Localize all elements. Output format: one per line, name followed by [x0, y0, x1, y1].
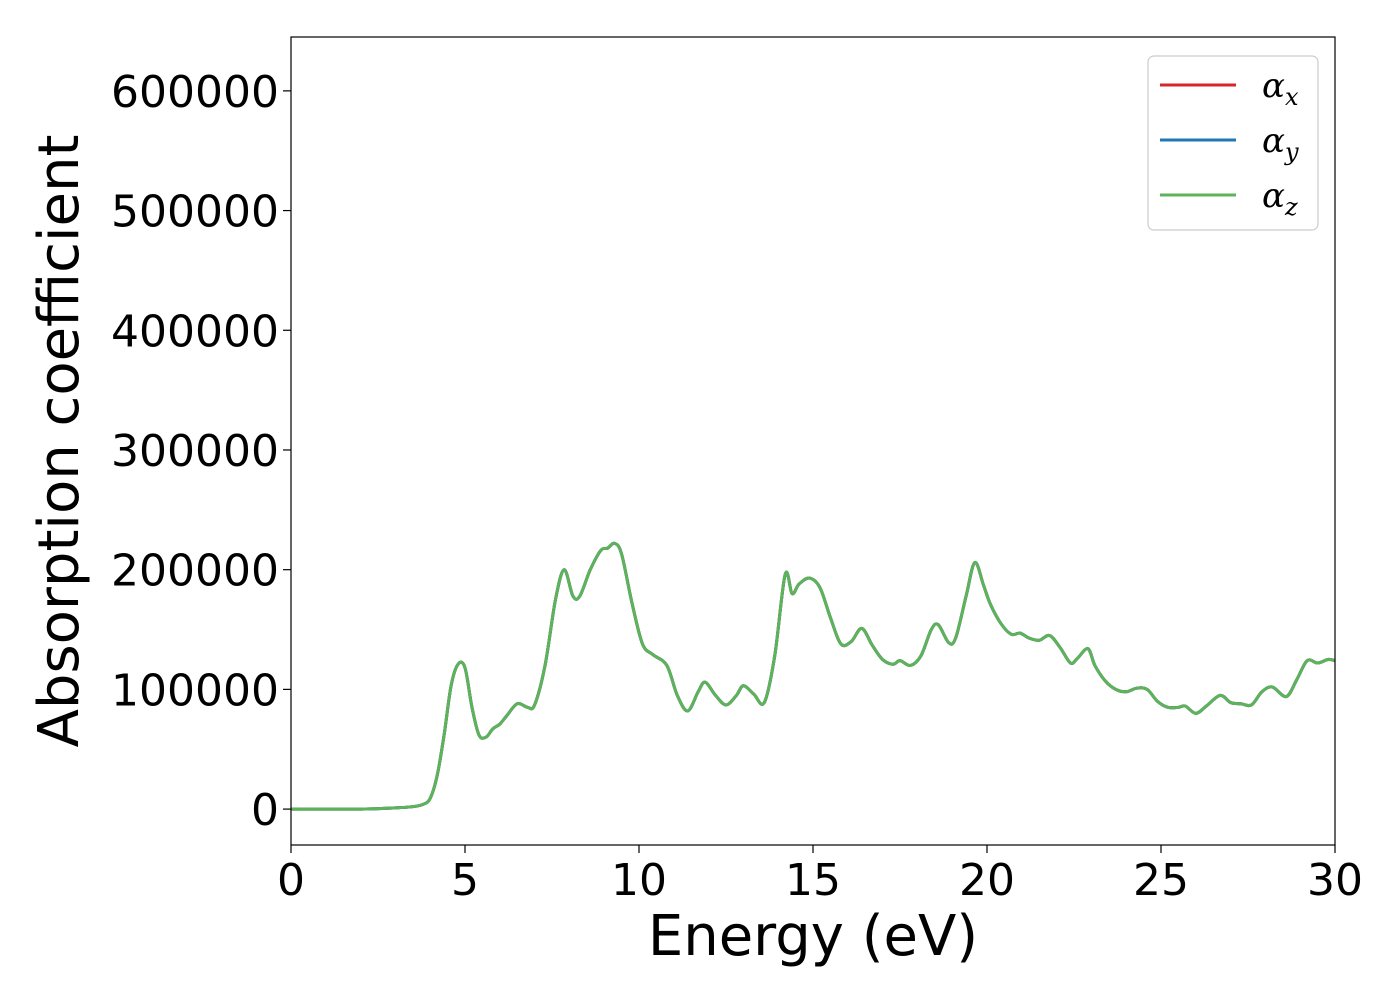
x-tick-label: 30 — [1307, 855, 1363, 906]
x-tick-label: 20 — [959, 855, 1015, 906]
y-tick-label: 100000 — [111, 665, 279, 716]
x-axis-ticks: 0 5 10 15 20 25 30 — [277, 845, 1363, 906]
y-tick-label: 300000 — [111, 426, 279, 477]
y-tick-label: 200000 — [111, 546, 279, 597]
series-line-alpha-z — [290, 541, 1336, 811]
x-tick-label: 10 — [611, 855, 667, 906]
x-tick-label: 15 — [785, 855, 841, 906]
legend-box — [1147, 55, 1319, 231]
legend: αx αy αz — [1147, 55, 1319, 231]
x-tick-label: 25 — [1133, 855, 1189, 906]
y-tick-label: 0 — [251, 785, 279, 836]
legend-entry-alpha-z: αz — [1262, 176, 1298, 221]
x-tick-label: 0 — [277, 855, 305, 906]
y-axis-label: Absorption coefficient — [27, 135, 92, 748]
y-tick-label: 400000 — [111, 306, 279, 357]
y-axis-ticks: 0 100000 200000 300000 400000 500000 600000 — [111, 67, 291, 836]
y-tick-label: 500000 — [111, 187, 279, 238]
legend-entry-alpha-x: αx — [1262, 66, 1299, 111]
legend-entry-alpha-y: αy — [1262, 121, 1299, 166]
series-layer — [290, 541, 1336, 811]
x-axis-label: Energy (eV) — [648, 904, 978, 969]
x-tick-label: 5 — [451, 855, 479, 906]
y-tick-label: 600000 — [111, 67, 279, 118]
